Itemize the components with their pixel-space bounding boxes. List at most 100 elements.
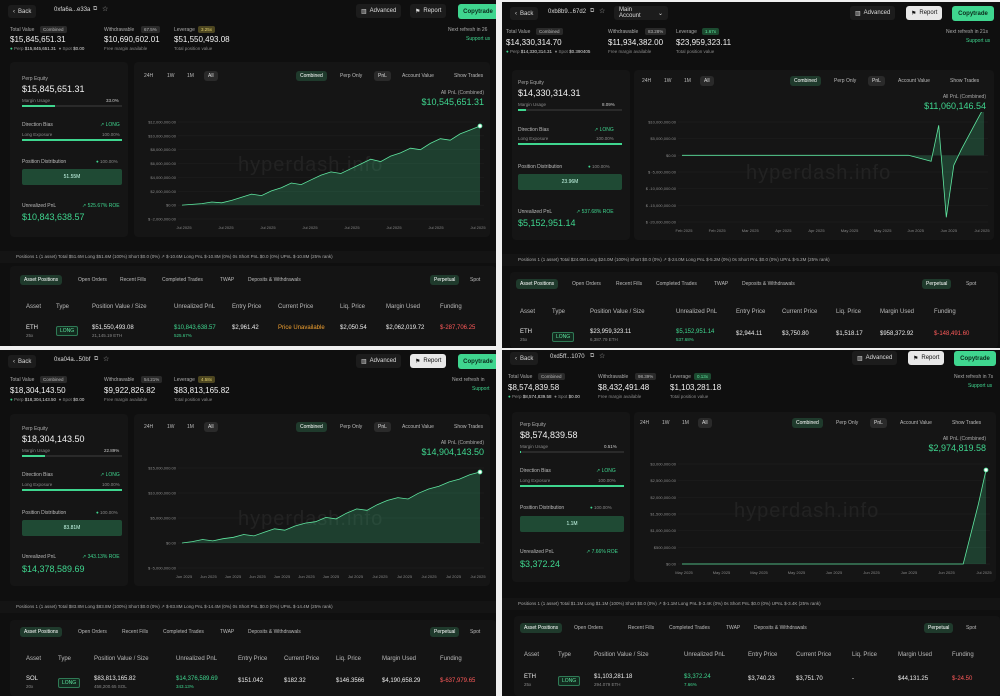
advanced-button[interactable]: ▥ Advanced [356, 4, 402, 18]
star-icon[interactable]: ☆ [599, 8, 606, 15]
tab-asset-positions[interactable]: Asset Positions [516, 279, 559, 289]
range-tab-all[interactable]: All [204, 71, 218, 81]
range-tab-1w[interactable]: 1W [167, 73, 175, 79]
tab-recent-fills[interactable]: Recent Fills [616, 281, 643, 287]
tab-perpetual[interactable]: Perpetual [924, 623, 954, 633]
support-link[interactable]: Support us [968, 383, 993, 389]
col-margin[interactable]: Margin Used [382, 656, 417, 662]
col-current[interactable]: Current Price [284, 656, 320, 662]
mode-tab-show-trades[interactable]: Show Trades [454, 73, 484, 79]
col-position-value[interactable]: Position Value / Size [590, 309, 645, 315]
col-asset[interactable]: Asset [26, 304, 42, 310]
tab-open-orders[interactable]: Open Orders [574, 625, 603, 631]
range-tab-1w[interactable]: 1W [664, 78, 672, 84]
star-icon[interactable]: ☆ [102, 6, 109, 13]
mode-tab-pnl[interactable]: PnL [374, 422, 391, 432]
star-icon[interactable]: ☆ [599, 353, 606, 360]
row-asset[interactable]: SOL [26, 676, 39, 682]
tab-spot[interactable]: Spot [966, 281, 977, 287]
tab-completed-trades[interactable]: Completed Trades [163, 629, 204, 635]
row-asset[interactable]: ETH [524, 674, 536, 680]
support-link[interactable]: Support [472, 386, 490, 392]
range-tab-1m[interactable]: 1M [187, 424, 194, 430]
range-tab-24h[interactable]: 24H [144, 424, 154, 430]
col-asset[interactable]: Asset [524, 652, 540, 658]
mode-tab-perp-only[interactable]: Perp Only [340, 424, 363, 430]
col-asset[interactable]: Asset [26, 656, 42, 662]
advanced-button[interactable]: ▥ Advanced [852, 351, 898, 365]
range-tab-1m[interactable]: 1M [682, 420, 689, 426]
copy-icon[interactable]: ⧉ [93, 6, 98, 12]
col-current[interactable]: Current Price [796, 652, 832, 658]
account-select[interactable]: Main Account ⌄ [614, 6, 668, 20]
copytrade-button[interactable]: Copytrade [954, 351, 996, 366]
col-upnl[interactable]: Unrealized PnL [176, 656, 218, 662]
tab-twap[interactable]: TWAP [220, 277, 235, 283]
tab-completed-trades[interactable]: Completed Trades [669, 625, 710, 631]
tab-recent-fills[interactable]: Recent Fills [628, 625, 655, 631]
range-tab-1m[interactable]: 1M [684, 78, 691, 84]
range-tab-24h[interactable]: 24H [642, 78, 652, 84]
report-button[interactable]: ⚑ Report [908, 351, 945, 365]
range-tab-1m[interactable]: 1M [187, 73, 194, 79]
tab-completed-trades[interactable]: Completed Trades [656, 281, 697, 287]
range-tab-all[interactable]: All [698, 418, 712, 428]
tab-recent-fills[interactable]: Recent Fills [122, 629, 149, 635]
col-funding[interactable]: Funding [934, 309, 956, 315]
back-button[interactable]: ‹ Back [510, 7, 539, 20]
tab-deposits-withdrawals[interactable]: Deposits & Withdrawals [742, 281, 795, 287]
copytrade-button[interactable]: Copytrade [952, 6, 994, 21]
copy-icon[interactable]: ⧉ [94, 356, 99, 362]
tab-deposits-withdrawals[interactable]: Deposits & Withdrawals [248, 277, 301, 283]
range-tab-1w[interactable]: 1W [662, 420, 670, 426]
mode-tab-perp-only[interactable]: Perp Only [340, 73, 363, 79]
mode-tab-show-trades[interactable]: Show Trades [950, 78, 980, 84]
back-button[interactable]: ‹ Back [8, 355, 37, 368]
col-funding[interactable]: Funding [440, 304, 462, 310]
col-entry[interactable]: Entry Price [238, 656, 268, 662]
tab-perpetual[interactable]: Perpetual [430, 275, 460, 285]
back-button[interactable]: ‹ Back [8, 5, 37, 18]
range-tab-24h[interactable]: 24H [144, 73, 154, 79]
tab-spot[interactable]: Spot [470, 629, 481, 635]
mode-tab-account-value[interactable]: Account Value [402, 424, 434, 430]
mode-tab-show-trades[interactable]: Show Trades [454, 424, 484, 430]
col-current[interactable]: Current Price [278, 304, 314, 310]
tab-perpetual[interactable]: Perpetual [922, 279, 952, 289]
col-margin[interactable]: Margin Used [880, 309, 915, 315]
copy-icon[interactable]: ⧉ [590, 353, 595, 359]
tab-asset-positions[interactable]: Asset Positions [20, 275, 63, 285]
mode-tab-pnl[interactable]: PnL [374, 71, 391, 81]
tab-twap[interactable]: TWAP [220, 629, 235, 635]
mode-tab-perp-only[interactable]: Perp Only [834, 78, 857, 84]
mode-tab-combined[interactable]: Combined [790, 76, 821, 86]
tab-twap[interactable]: TWAP [714, 281, 729, 287]
col-upnl[interactable]: Unrealized PnL [684, 652, 726, 658]
report-button[interactable]: ⚑ Report [410, 354, 447, 368]
col-current[interactable]: Current Price [782, 309, 818, 315]
tab-open-orders[interactable]: Open Orders [78, 277, 107, 283]
mode-tab-combined[interactable]: Combined [296, 71, 327, 81]
tab-deposits-withdrawals[interactable]: Deposits & Withdrawals [754, 625, 807, 631]
report-button[interactable]: ⚑ Report [410, 4, 447, 18]
tab-spot[interactable]: Spot [966, 625, 977, 631]
range-tab-all[interactable]: All [700, 76, 714, 86]
mode-tab-pnl[interactable]: PnL [868, 76, 885, 86]
back-button[interactable]: ‹ Back [510, 352, 539, 365]
copytrade-button[interactable]: Copytrade [458, 4, 496, 19]
mode-tab-pnl[interactable]: PnL [870, 418, 887, 428]
col-entry[interactable]: Entry Price [736, 309, 766, 315]
col-type[interactable]: Type [58, 656, 72, 662]
tab-twap[interactable]: TWAP [726, 625, 741, 631]
col-upnl[interactable]: Unrealized PnL [174, 304, 216, 310]
mode-tab-account-value[interactable]: Account Value [402, 73, 434, 79]
col-type[interactable]: Type [558, 652, 572, 658]
tab-recent-fills[interactable]: Recent Fills [120, 277, 147, 283]
col-upnl[interactable]: Unrealized PnL [676, 309, 718, 315]
col-funding[interactable]: Funding [952, 652, 974, 658]
tab-perpetual[interactable]: Perpetual [430, 627, 460, 637]
col-liq[interactable]: Liq. Price [340, 304, 366, 310]
col-type[interactable]: Type [552, 309, 566, 315]
col-liq[interactable]: Liq. Price [336, 656, 362, 662]
mode-tab-show-trades[interactable]: Show Trades [952, 420, 982, 426]
